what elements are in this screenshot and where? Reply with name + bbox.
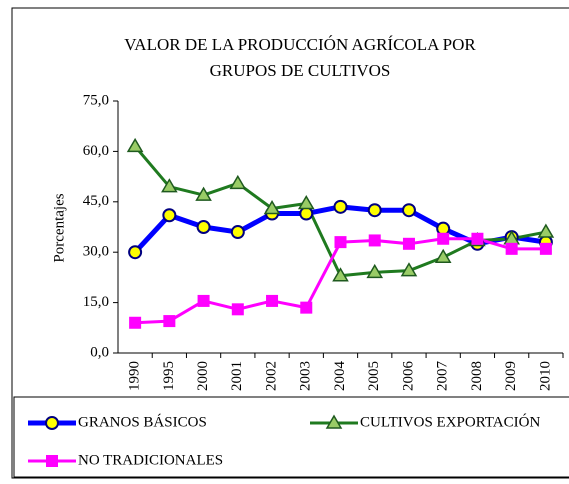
data-point [471,232,484,245]
legend-label: NO TRADICIONALES [78,452,223,468]
legend-box [13,396,569,478]
data-point [402,237,415,250]
data-point [401,203,416,218]
x-tick-label: 2005 [366,361,382,391]
x-tick-label: 2010 [537,361,553,391]
legend-marker [46,455,58,467]
data-point [162,208,177,223]
data-point [537,223,555,238]
data-point [229,174,247,190]
x-tick-label: 2001 [229,361,245,391]
x-tick-label: 2004 [332,361,348,392]
y-tick-label: 75,0 [83,92,109,108]
x-tick-label: 2000 [195,361,211,391]
y-tick-label: 45,0 [83,193,109,209]
data-point [334,236,347,249]
y-tick-label: 30,0 [83,244,109,260]
data-point [300,301,313,314]
data-point [266,294,279,307]
data-point [195,186,212,201]
data-point [400,262,418,277]
x-tick-label: 1995 [161,361,177,391]
x-tick-label: 2007 [435,361,451,392]
legend-marker [325,414,343,429]
data-point [297,194,315,210]
data-point [196,220,211,234]
chart-title: VALOR DE LA PRODUCCIÓN AGRÍCOLA POR [124,35,476,54]
data-point [367,203,382,218]
data-point [197,294,210,307]
y-tick-label: 0,0 [90,344,109,360]
data-point [231,303,244,316]
data-point [332,267,349,282]
data-point [128,245,143,260]
legend-label: CULTIVOS EXPORTACIÓN [360,413,540,430]
x-tick-label: 2002 [263,361,279,391]
data-point [129,316,142,329]
data-point [161,178,178,193]
data-point [230,225,245,240]
data-point [434,248,452,263]
data-point [368,234,381,247]
y-axis-label: Porcentajes [51,193,67,262]
data-point [263,200,281,215]
x-tick-label: 2008 [469,361,485,391]
data-point [126,137,144,153]
data-point [333,199,348,214]
x-tick-label: 1990 [127,361,143,391]
data-point [505,242,518,255]
x-tick-label: 2006 [400,361,416,392]
data-point [299,206,314,221]
legend-label: GRANOS BÁSICOS [78,413,207,430]
data-point [437,232,450,245]
x-tick-label: 2009 [503,361,519,391]
y-tick-label: 15,0 [83,294,109,310]
data-point [539,242,552,255]
chart-title: GRUPOS DE CULTIVOS [210,61,391,80]
y-tick-label: 60,0 [83,143,109,159]
data-point [163,315,176,328]
legend-marker [45,416,59,430]
x-tick-label: 2003 [298,361,314,391]
data-point [366,263,384,279]
